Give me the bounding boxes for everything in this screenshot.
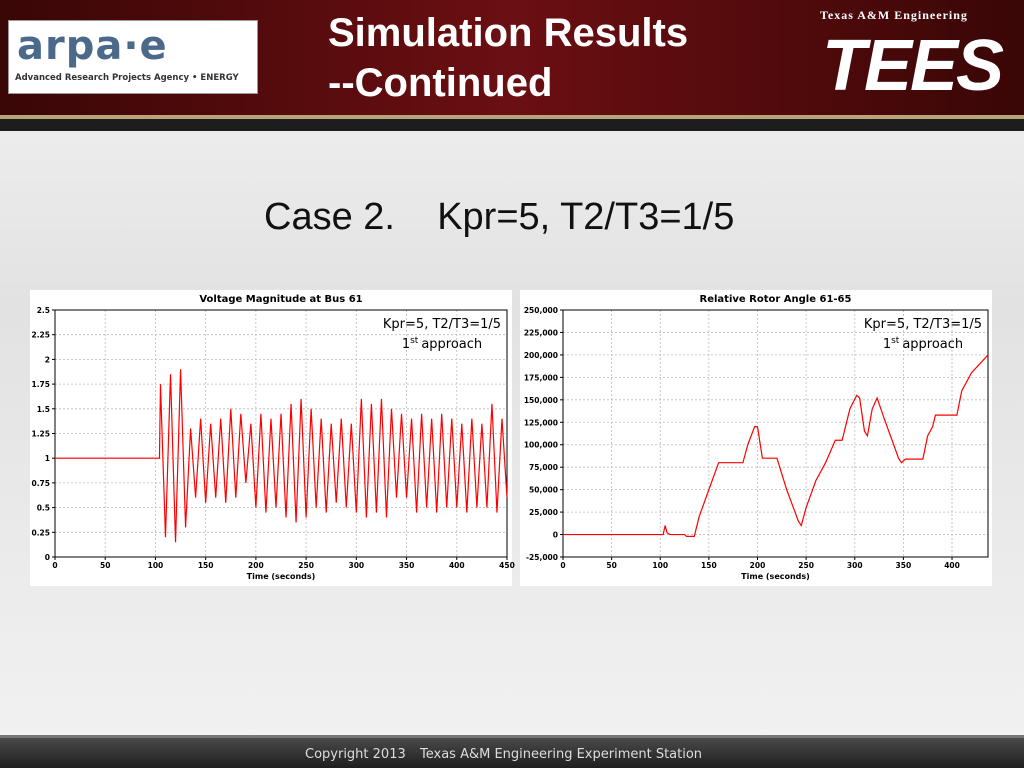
y-tick-label: 0 [45,553,50,562]
title-line: Simulation Results [328,11,689,55]
x-tick-label: 100 [652,561,668,570]
annotation: Kpr=5, T2/T3=1/5 [864,317,982,332]
y-tick-label: 2.5 [37,306,50,315]
footer: Copyright 2013 Texas A&M Engineering Exp… [0,735,1024,768]
y-tick-label: 0.75 [31,479,50,488]
y-tick-label: 50,000 [529,486,558,495]
y-tick-label: 175,000 [524,373,558,382]
data-line [563,354,989,537]
annotation-suffix: st [410,336,419,346]
y-tick-label: 225,000 [524,328,558,337]
logo-text: arpa·e [17,23,168,69]
annotation-text: approach [902,337,963,352]
x-tick-label: 250 [298,561,314,570]
x-tick-label: 350 [896,561,912,570]
chart: Relative Rotor Angle 61-65-25,000025,000… [520,290,992,586]
y-tick-label: 25,000 [529,508,558,517]
x-tick-label: 50 [606,561,616,570]
plot-frame [54,309,508,558]
x-axis-label: Time (seconds) [247,572,316,581]
x-tick-label: 0 [560,561,565,570]
y-tick-label: 200,000 [524,351,558,360]
title-line: --Continued [328,61,553,105]
x-tick-label: 150 [198,561,214,570]
tees-logo: TEES [822,26,1004,106]
annotation-text: approach [421,337,482,352]
y-tick-label: 1.75 [31,380,50,389]
y-tick-label: 0.5 [37,504,50,513]
x-tick-label: 200 [750,561,766,570]
slide-subtitle: Case 2. Kpr=5, T2/T3=1/5 [264,196,734,239]
logo-caption: Texas A&M Engineering [820,8,968,22]
annotation-ordinal: 1 [883,337,891,352]
x-tick-label: 400 [944,561,960,570]
logo-caption: Advanced Research Projects Agency • ENER… [15,73,239,83]
x-tick-label: 300 [847,561,863,570]
chart: Voltage Magnitude at Bus 61 0 0.25 0.5 0.75 1… [30,290,515,586]
plot-frame [562,309,989,558]
x-tick-label: 300 [349,561,365,570]
x-tick-label: 450 [499,561,515,570]
y-tick-label: 150,000 [524,396,558,405]
y-tick-label: -25,000 [526,553,558,562]
x-tick-label: 0 [52,561,57,570]
chart-title: Voltage Magnitude at Bus 61 [199,294,362,305]
arpa-e-logo: arpa·e Advanced Research Projects Agency… [8,20,258,94]
annotation-ordinal: 1 [402,337,410,352]
y-tick-label: 0.25 [31,528,50,537]
y-tick-label: 75,000 [529,463,558,472]
x-tick-label: 250 [798,561,814,570]
y-tick-label: 1 [45,454,50,463]
footer-org: Texas A&M Engineering Experiment Station [420,747,703,762]
x-tick-label: 400 [449,561,465,570]
x-tick-label: 150 [701,561,717,570]
y-tick-label: 1.5 [37,405,50,414]
chart-background [520,290,992,586]
x-axis-label: Time (seconds) [741,572,810,581]
x-tick-label: 200 [248,561,264,570]
copyright: Copyright 2013 [305,747,406,762]
header-bar: arpa·e Advanced Research Projects Agency… [0,0,1024,119]
chart-title: Relative Rotor Angle 61-65 [700,294,852,305]
data-line [55,369,508,543]
x-tick-label: 350 [399,561,415,570]
y-tick-label: 250,000 [524,306,558,315]
annotation: 1st approach [402,336,482,352]
x-tick-label: 50 [100,561,110,570]
y-tick-label: 2.25 [31,331,50,340]
annotation: 1st approach [883,336,963,352]
case-params: Kpr=5, T2/T3=1/5 [437,196,735,238]
chart-background [30,290,512,586]
x-tick-label: 100 [148,561,164,570]
y-tick-label: 100,000 [524,441,558,450]
slide-title: Simulation Results --Continued [328,8,688,108]
annotation: Kpr=5, T2/T3=1/5 [383,317,501,332]
annotation-suffix: st [891,336,900,346]
header-band [0,119,1024,131]
y-tick-label: 1.25 [31,430,50,439]
y-tick-label: 0 [553,531,558,540]
case-label: Case 2. [264,196,395,238]
y-tick-label: 2 [45,355,50,364]
y-tick-label: 125,000 [524,418,558,427]
